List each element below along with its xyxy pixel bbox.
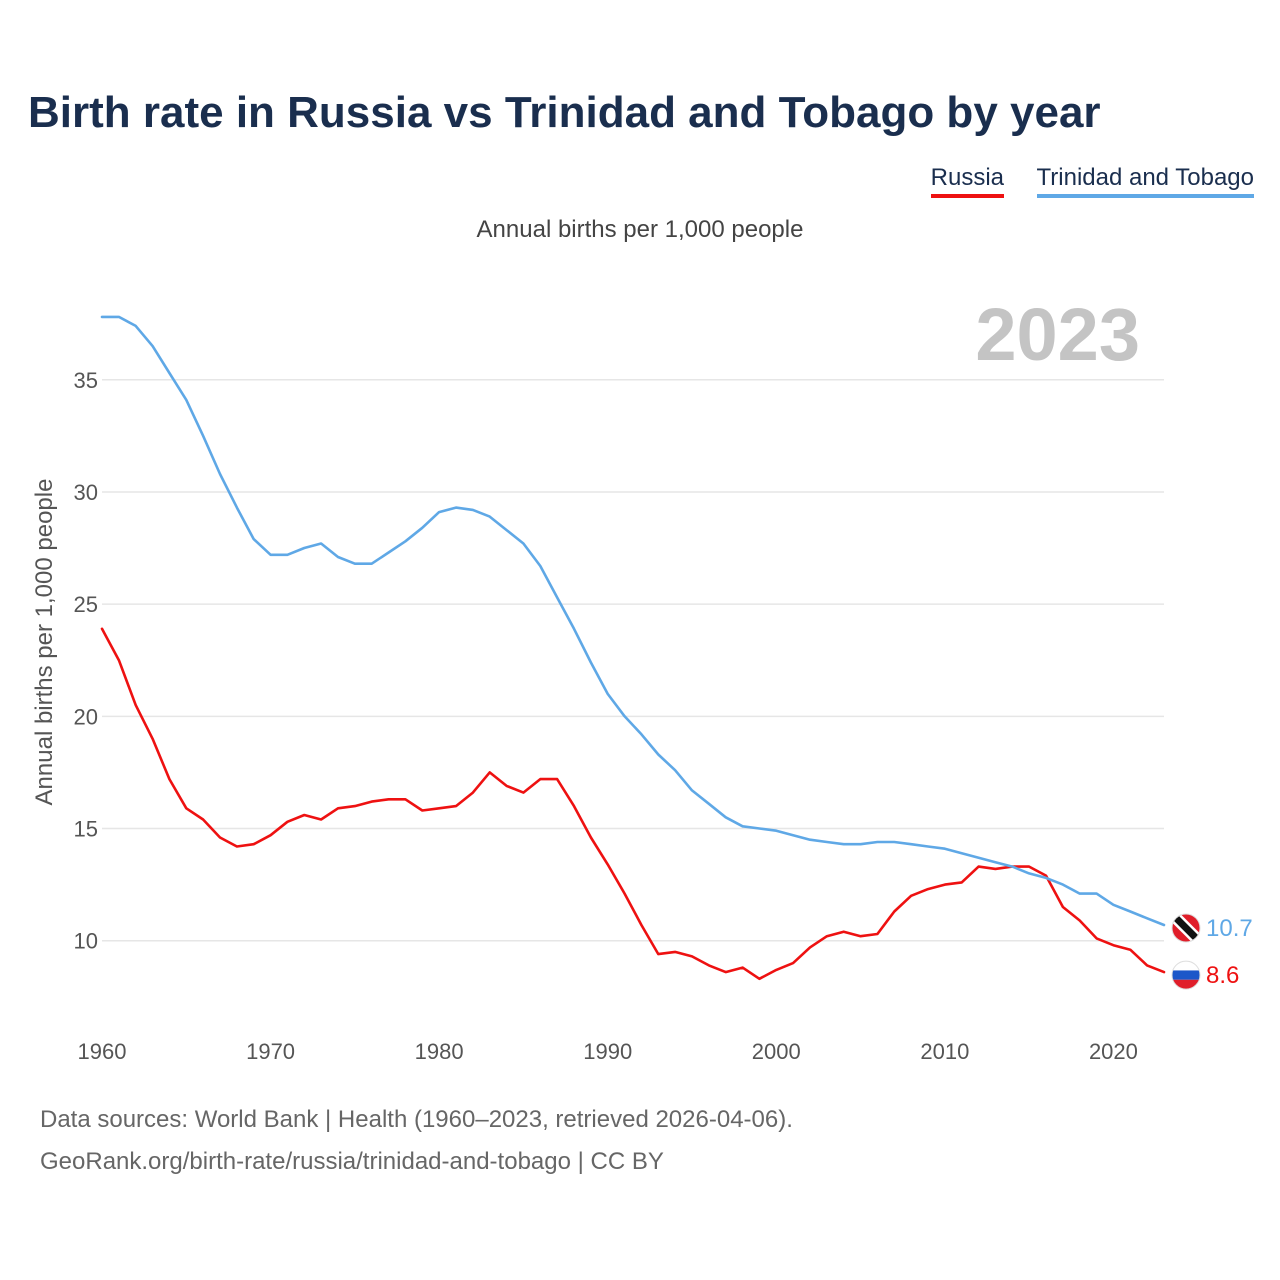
y-tick-label: 10: [74, 929, 98, 954]
russia-flag-icon: [1172, 961, 1200, 990]
flag-outline: [1171, 913, 1201, 943]
x-tick-label: 2000: [752, 1039, 801, 1064]
y-tick-label: 25: [74, 592, 98, 617]
legend-item-trinidad-and-tobago[interactable]: Trinidad and Tobago: [1036, 164, 1254, 198]
series-end-markers: 8.6 10.7: [1171, 913, 1253, 990]
end-value-label-russia: 8.6: [1206, 962, 1239, 989]
x-tick-label: 1990: [583, 1039, 632, 1064]
legend-item-russia[interactable]: Russia: [930, 164, 1004, 198]
series-line-russia: [100, 627, 1166, 981]
chart-title: Birth rate in Russia vs Trinidad and Tob…: [28, 88, 1101, 137]
x-tick-label: 2020: [1089, 1039, 1138, 1064]
y-tick-label: 30: [74, 480, 98, 505]
chart-subtitle: Annual births per 1,000 people: [476, 216, 804, 243]
end-value-label-trinidad-and-tobago: 10.7: [1206, 915, 1253, 942]
y-tick-label: 35: [74, 368, 98, 393]
data-source-note: Data sources: World Bank | Health (1960–…: [40, 1106, 793, 1133]
flag-outline: [1171, 960, 1201, 990]
x-tick-label: 2010: [920, 1039, 969, 1064]
x-tick-label: 1960: [78, 1039, 127, 1064]
axis-ticks: 10 15 20 25 30 35 1960 1970 1980 1990 2000 2010 2020: [74, 368, 1138, 1064]
trinidad-and-tobago-flag-icon: [1172, 913, 1200, 942]
grid-lines: [102, 379, 1164, 942]
y-axis-label: Annual births per 1,000 people: [31, 479, 58, 806]
y-tick-label: 15: [74, 817, 98, 842]
series-line-trinidad-and-tobago: [100, 315, 1166, 927]
x-tick-label: 1980: [415, 1039, 464, 1064]
year-watermark: 2023: [975, 293, 1140, 376]
y-tick-label: 20: [74, 704, 98, 729]
chart-plot-area: 2023 Annual births per 1,000 people 10 15…: [31, 293, 1253, 1064]
x-tick-label: 1970: [246, 1039, 295, 1064]
credit-link[interactable]: GeoRank.org/birth-rate/russia/trinidad-a…: [40, 1148, 664, 1175]
series-lines: [100, 315, 1166, 981]
